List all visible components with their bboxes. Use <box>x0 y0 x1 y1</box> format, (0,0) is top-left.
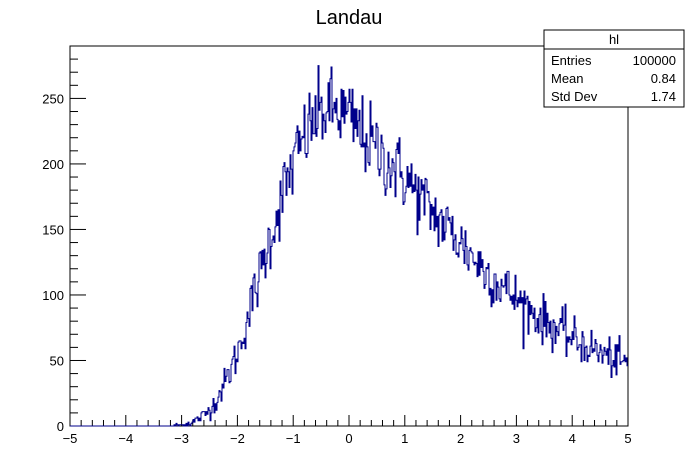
y-tick-label: 150 <box>42 222 64 237</box>
y-tick-label: 200 <box>42 157 64 172</box>
stats-value-mean: 0.84 <box>651 71 676 86</box>
x-tick-label: −1 <box>286 431 301 446</box>
stats-box-frame <box>543 29 685 108</box>
stats-label-entries: Entries <box>551 53 592 68</box>
stats-box: hl Entries 100000 Mean 0.84 Std Dev 1.74 <box>543 29 685 108</box>
x-tick-label: −5 <box>63 431 78 446</box>
stats-value-stddev: 1.74 <box>651 89 676 104</box>
x-tick-label: −2 <box>230 431 245 446</box>
x-tick-label: 5 <box>624 431 631 446</box>
stats-label-mean: Mean <box>551 71 584 86</box>
x-tick-label: 4 <box>569 431 576 446</box>
y-tick-label: 100 <box>42 288 64 303</box>
y-tick-label: 50 <box>50 353 64 368</box>
y-tick-label: 0 <box>57 419 64 434</box>
stats-value-entries: 100000 <box>633 53 676 68</box>
histogram-line <box>70 65 628 427</box>
x-tick-label: 2 <box>457 431 464 446</box>
x-tick-label: 1 <box>401 431 408 446</box>
x-tick-label: −3 <box>174 431 189 446</box>
x-tick-label: 3 <box>513 431 520 446</box>
chart-title: Landau <box>316 7 383 29</box>
stats-box-name: hl <box>609 32 619 47</box>
stats-label-stddev: Std Dev <box>551 89 598 104</box>
x-tick-label: −4 <box>118 431 133 446</box>
x-tick-label: 0 <box>345 431 352 446</box>
y-tick-label: 250 <box>42 91 64 106</box>
